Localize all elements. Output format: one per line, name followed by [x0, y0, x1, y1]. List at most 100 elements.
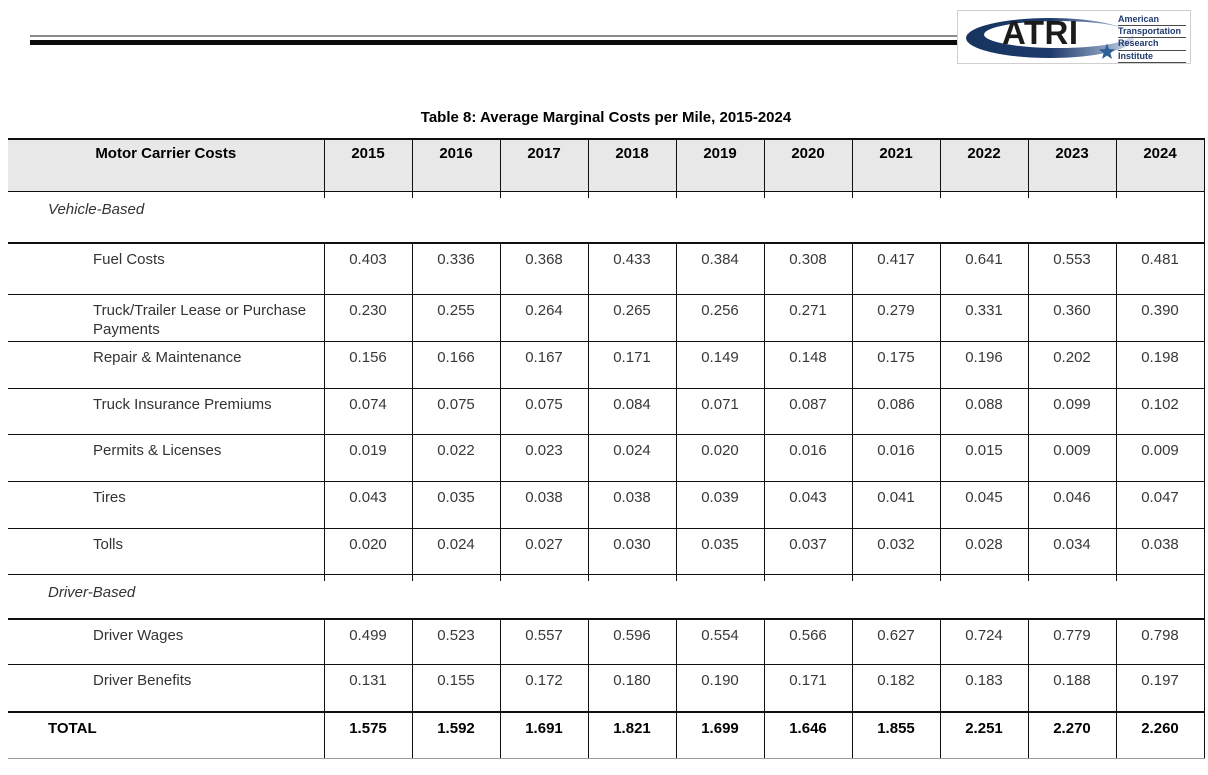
- value-cell: 0.149: [675, 340, 765, 389]
- table-row: Driver Wages 0.499 0.523 0.557 0.596 0.554 0.5…: [8, 618, 1205, 665]
- value-cell: 0.030: [587, 527, 677, 575]
- value-cell: 0.023: [499, 433, 589, 482]
- column-border-stub: [324, 192, 325, 198]
- value-cell: 0.016: [851, 433, 941, 482]
- value-cell: 0.086: [851, 387, 941, 435]
- value-cell: 0.046: [1027, 480, 1117, 529]
- org-line-institute: Institute: [1118, 51, 1186, 63]
- table-row: Permits & Licenses 0.019 0.022 0.023 0.024 0.…: [8, 433, 1205, 482]
- value-cell: 0.167: [499, 340, 589, 389]
- column-border-stub: [764, 575, 765, 581]
- value-cell: 0.099: [1027, 387, 1117, 435]
- total-value-cell: 1.575: [323, 711, 413, 759]
- value-cell: 0.045: [939, 480, 1029, 529]
- value-cell: 0.433: [587, 242, 677, 295]
- column-border-stub: [412, 575, 413, 581]
- column-border-stub: [588, 192, 589, 198]
- year-column-header: 2019: [675, 138, 765, 192]
- row-label: Truck/Trailer Lease or Purchase Payments: [8, 293, 325, 342]
- column-border-stub: [676, 192, 677, 198]
- marginal-costs-table: Motor Carrier Costs 2015 2016 2017 2018 2019 2…: [8, 138, 1205, 759]
- value-cell: 0.074: [323, 387, 413, 435]
- table-row: Repair & Maintenance 0.156 0.166 0.167 0.171…: [8, 340, 1205, 389]
- total-value-cell: 2.260: [1115, 711, 1205, 759]
- page-top-rule-thick-line: [30, 40, 957, 45]
- section-label: Vehicle-Based: [8, 190, 1205, 243]
- total-value-cell: 2.251: [939, 711, 1029, 759]
- year-column-header: 2016: [411, 138, 501, 192]
- value-cell: 0.183: [939, 663, 1029, 713]
- table-row: Vehicle-Based: [8, 190, 1205, 243]
- year-column-header: 2018: [587, 138, 677, 192]
- org-line-american: American: [1118, 14, 1186, 27]
- page-top-rule-thin-line: [30, 35, 957, 37]
- value-cell: 0.175: [851, 340, 941, 389]
- table-row: Tires 0.043 0.035 0.038 0.038 0.039 0.043 0.041…: [8, 480, 1205, 529]
- row-label: Truck Insurance Premiums: [8, 387, 325, 435]
- value-cell: 0.148: [763, 340, 853, 389]
- year-column-header: 2023: [1027, 138, 1117, 192]
- value-cell: 0.360: [1027, 293, 1117, 342]
- value-cell: 0.038: [1115, 527, 1205, 575]
- total-value-cell: 1.691: [499, 711, 589, 759]
- value-cell: 0.020: [323, 527, 413, 575]
- value-cell: 0.230: [323, 293, 413, 342]
- column-border-stub: [500, 575, 501, 581]
- value-cell: 0.331: [939, 293, 1029, 342]
- value-cell: 0.131: [323, 663, 413, 713]
- row-label: Tolls: [8, 527, 325, 575]
- column-border-stub: [1116, 192, 1117, 198]
- value-cell: 0.553: [1027, 242, 1117, 295]
- table-row: Truck Insurance Premiums 0.074 0.075 0.075 0…: [8, 387, 1205, 435]
- total-value-cell: 1.855: [851, 711, 941, 759]
- value-cell: 0.047: [1115, 480, 1205, 529]
- value-cell: 0.032: [851, 527, 941, 575]
- column-border-stub: [1028, 192, 1029, 198]
- column-border-stub: [852, 192, 853, 198]
- value-cell: 0.088: [939, 387, 1029, 435]
- value-cell: 0.102: [1115, 387, 1205, 435]
- column-border-stub: [852, 575, 853, 581]
- value-cell: 0.155: [411, 663, 501, 713]
- value-cell: 0.798: [1115, 618, 1205, 665]
- total-value-cell: 1.646: [763, 711, 853, 759]
- value-cell: 0.390: [1115, 293, 1205, 342]
- star-icon: [1098, 43, 1116, 59]
- table-row: Driver-Based: [8, 573, 1205, 619]
- column-border-stub: [676, 575, 677, 581]
- value-cell: 0.271: [763, 293, 853, 342]
- value-cell: 0.071: [675, 387, 765, 435]
- value-cell: 0.308: [763, 242, 853, 295]
- value-cell: 0.156: [323, 340, 413, 389]
- row-label: Driver Benefits: [8, 663, 325, 713]
- value-cell: 0.180: [587, 663, 677, 713]
- value-cell: 0.087: [763, 387, 853, 435]
- value-cell: 0.403: [323, 242, 413, 295]
- value-cell: 0.596: [587, 618, 677, 665]
- value-cell: 0.027: [499, 527, 589, 575]
- value-cell: 0.038: [499, 480, 589, 529]
- year-column-header: 2021: [851, 138, 941, 192]
- value-cell: 0.075: [499, 387, 589, 435]
- column-border-stub: [412, 192, 413, 198]
- total-value-cell: 2.270: [1027, 711, 1117, 759]
- value-cell: 0.171: [587, 340, 677, 389]
- row-label: Tires: [8, 480, 325, 529]
- total-value-cell: 1.592: [411, 711, 501, 759]
- year-column-header: 2020: [763, 138, 853, 192]
- row-label: Repair & Maintenance: [8, 340, 325, 389]
- value-cell: 0.035: [411, 480, 501, 529]
- column-border-stub: [1116, 575, 1117, 581]
- value-cell: 0.279: [851, 293, 941, 342]
- atri-swoosh-icon: [966, 18, 1134, 59]
- column-border-stub: [324, 575, 325, 581]
- value-cell: 0.202: [1027, 340, 1117, 389]
- row-label: Permits & Licenses: [8, 433, 325, 482]
- atri-acronym: ATRI: [1002, 14, 1079, 51]
- column-border-stub: [940, 192, 941, 198]
- value-cell: 0.557: [499, 618, 589, 665]
- value-cell: 0.499: [323, 618, 413, 665]
- value-cell: 0.182: [851, 663, 941, 713]
- value-cell: 0.554: [675, 618, 765, 665]
